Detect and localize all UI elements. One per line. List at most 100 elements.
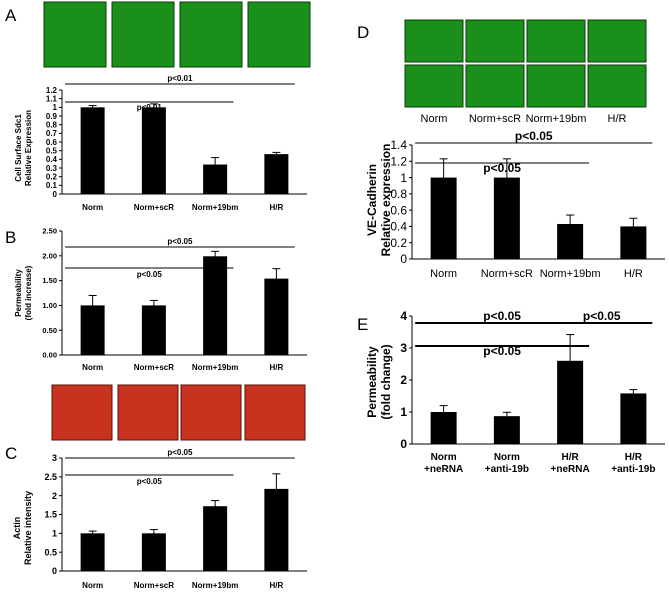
- y-tick-label: 0.3: [46, 164, 58, 173]
- x-tick-label: Norm+19bm: [192, 203, 238, 212]
- significance-label: p<0.05: [483, 161, 521, 175]
- panel-label-a: A: [5, 6, 17, 25]
- x-tick-label: +neRNA: [424, 464, 463, 475]
- y-tick-label: 1.2: [390, 154, 407, 168]
- x-tick-label: Norm: [430, 268, 457, 280]
- y-tick-label: 1: [52, 528, 57, 538]
- y-tick-label: 1.00: [42, 301, 57, 310]
- significance-label: p<0.05: [167, 237, 193, 246]
- micrograph-d8: [587, 64, 647, 108]
- x-tick-label: Norm+scR: [481, 268, 533, 280]
- y-tick-label: 0.00: [42, 351, 57, 360]
- bar: [80, 107, 105, 194]
- y-axis-title-a: Cell Surface Sdc1 Relative Expression: [14, 110, 33, 186]
- panel-label-e: E: [357, 315, 368, 334]
- y-tick-label: 0.5: [44, 547, 57, 557]
- svg-text:Cell Surface Sdc1: Cell Surface Sdc1: [14, 114, 23, 182]
- significance-label: p<0.05: [583, 309, 621, 323]
- x-tick-label: Norm+19bm: [192, 581, 238, 590]
- image-label-d4: H/R: [608, 113, 627, 125]
- y-tick-label: 1: [400, 171, 407, 185]
- image-label-d2: Norm+scR: [469, 113, 521, 125]
- y-tick-label: 2.50: [42, 227, 57, 236]
- bar: [620, 393, 647, 444]
- bar: [203, 256, 228, 355]
- micrograph-d2: [465, 19, 525, 63]
- y-tick-label: 1.5: [44, 510, 57, 520]
- x-tick-label: Norm+scR: [134, 203, 174, 212]
- significance-label: p<0.05: [483, 309, 521, 323]
- chart-e: 01234Norm+neRNANorm+anti-19bH/R+neRNAH/R…: [400, 309, 665, 475]
- panel-label-c: C: [5, 444, 17, 463]
- y-tick-label: 0.7: [46, 129, 58, 138]
- bar: [264, 278, 289, 355]
- x-tick-label: H/R: [625, 452, 643, 463]
- svg-text:Actin: Actin: [12, 517, 22, 540]
- y-tick-label: 0.4: [390, 220, 407, 234]
- micrograph-a1: [43, 1, 107, 68]
- panel-label-d: D: [357, 23, 369, 42]
- y-tick-label: 0.6: [390, 203, 407, 217]
- y-axis-title-e: Permeability (fold change): [365, 344, 393, 419]
- significance-label: p<0.01: [167, 74, 193, 83]
- x-tick-label: Norm: [82, 203, 103, 212]
- micrograph-c2: [117, 384, 179, 441]
- micrograph-d1: [404, 19, 464, 63]
- y-tick-label: 0.9: [46, 112, 58, 121]
- micrograph-c3: [180, 384, 242, 441]
- x-tick-label: H/R: [269, 363, 283, 372]
- x-tick-label: +neRNA: [551, 464, 590, 475]
- significance-label: p<0.05: [167, 448, 193, 457]
- y-tick-label: 0.2: [46, 172, 58, 181]
- y-tick-label: 2: [400, 373, 407, 387]
- micrograph-d7: [526, 64, 586, 108]
- x-tick-label: Norm+19bm: [192, 363, 238, 372]
- y-tick-label: 0.5: [46, 146, 58, 155]
- x-tick-label: H/R: [562, 452, 580, 463]
- svg-text:Relative expression: Relative expression: [379, 144, 393, 257]
- image-grid-d: [404, 19, 647, 108]
- y-tick-label: 0.8: [46, 120, 58, 129]
- x-tick-label: H/R: [269, 581, 283, 590]
- y-tick-label: 1.1: [46, 94, 58, 103]
- chart-c: 0 0.5 1 1.5 2 2.5 3 Norm Norm+scR Norm+19bm H/R p<0…: [44, 448, 307, 590]
- x-tick-label: Norm: [494, 452, 520, 463]
- y-tick-label: 1: [400, 405, 407, 419]
- micrograph-a4: [247, 1, 311, 68]
- y-tick-label: 0.6: [46, 138, 58, 147]
- micrograph-d5: [404, 64, 464, 108]
- y-tick-label: 1.4: [390, 138, 407, 152]
- x-tick-label: Norm: [82, 363, 103, 372]
- y-tick-label: 0.2: [390, 236, 407, 250]
- panel-label-b: B: [5, 228, 16, 247]
- bar: [203, 506, 228, 571]
- x-tick-label: Norm+scR: [134, 581, 174, 590]
- y-axis-title-c: Actin Relative intensity: [12, 491, 33, 565]
- significance-label: p<0.05: [515, 129, 553, 143]
- image-label-d1: Norm: [421, 113, 448, 125]
- svg-text:Relative intensity: Relative intensity: [23, 491, 33, 565]
- significance-label: p<0.01: [137, 103, 163, 112]
- svg-text:(fold increase): (fold increase): [24, 265, 33, 320]
- x-tick-label: +anti-19b: [611, 464, 655, 475]
- micrograph-d3: [526, 19, 586, 63]
- y-tick-label: 0.4: [46, 155, 58, 164]
- y-tick-label: 0.8: [390, 187, 407, 201]
- bar: [141, 305, 166, 355]
- micrograph-d6: [465, 64, 525, 108]
- chart-b: 0.00 0.50 1.00 1.50 2.00 2.50 Norm Norm+scR Norm…: [42, 227, 307, 372]
- y-axis-title-b: Permeability (fold increase): [14, 265, 33, 320]
- x-tick-label: Norm: [82, 581, 103, 590]
- y-tick-label: 0.50: [42, 326, 57, 335]
- bar: [141, 107, 166, 194]
- y-tick-label: 2: [52, 491, 57, 501]
- y-tick-label: 4: [400, 309, 407, 323]
- micrograph-d4: [587, 19, 647, 63]
- svg-text:(fold change): (fold change): [379, 344, 393, 419]
- significance-label: p<0.05: [137, 477, 163, 486]
- y-tick-label: 3: [52, 453, 57, 463]
- x-tick-label: +anti-19b: [485, 464, 529, 475]
- image-label-d3: Norm+19bm: [526, 113, 587, 125]
